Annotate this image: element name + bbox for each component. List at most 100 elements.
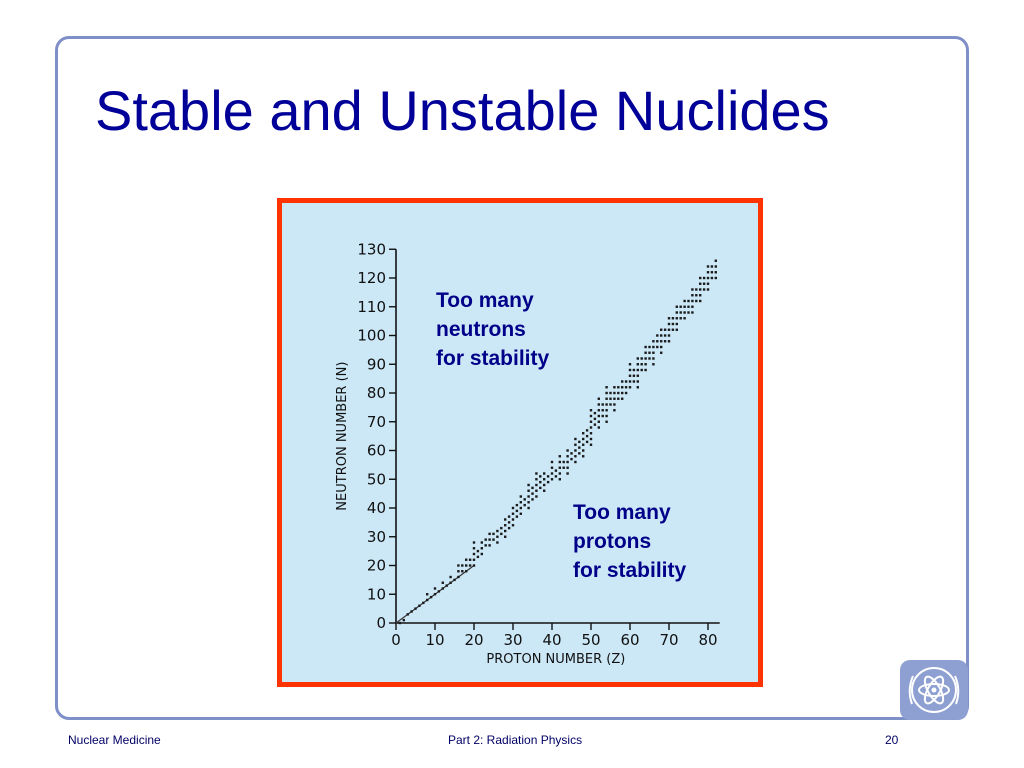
stable-nuclide-point [472, 552, 476, 556]
stable-nuclide-point [624, 391, 628, 395]
stable-nuclide-point [679, 305, 682, 308]
stable-nuclide-point [414, 607, 417, 610]
stable-nuclide-point [597, 426, 600, 429]
stable-nuclide-point [496, 535, 499, 538]
stable-nuclide-point [496, 529, 499, 533]
stable-nuclide-point [675, 322, 678, 326]
stable-nuclide-point [699, 294, 702, 297]
stable-nuclide-point [636, 386, 639, 389]
x-tick-label: 60 [620, 631, 639, 649]
stable-nuclide-point [624, 380, 628, 383]
stable-nuclide-point [480, 541, 483, 544]
stable-nuclide-point [667, 334, 671, 337]
stable-nuclide-point [652, 351, 655, 354]
stable-nuclide-point [554, 475, 558, 478]
stable-nuclide-point [601, 409, 604, 412]
stable-nuclide-point [632, 368, 636, 372]
stable-nuclide-point [699, 276, 702, 280]
y-tick-label: 60 [367, 442, 386, 460]
stable-nuclide-point [605, 420, 608, 423]
stable-nuclide-point [675, 328, 678, 331]
stable-nuclide-point [706, 276, 710, 280]
stable-nuclide-point [671, 328, 675, 331]
stable-nuclide-point [617, 397, 620, 400]
stable-nuclide-point [539, 475, 542, 478]
stable-nuclide-point [441, 581, 444, 584]
footer-page-number: 20 [885, 733, 899, 747]
stable-nuclide-point [558, 472, 561, 475]
stable-nuclide-point [601, 414, 604, 418]
stable-nuclide-point [484, 538, 487, 541]
stable-nuclide-point [702, 288, 706, 291]
stable-nuclide-point [683, 317, 686, 320]
stable-nuclide-point [589, 420, 593, 423]
stable-nuclide-point [511, 512, 515, 515]
stable-nuclide-point [422, 601, 425, 605]
stable-nuclide-point [554, 469, 558, 472]
annotation-too-many-neutrons: Too many neutrons for stability [436, 286, 549, 373]
stable-nuclide-point [574, 455, 577, 458]
stable-nuclide-point [667, 328, 671, 331]
stable-nuclide-point [457, 570, 460, 573]
stable-nuclide-point [710, 271, 714, 274]
stable-nuclide-point [566, 472, 569, 475]
stable-nuclide-point [687, 305, 690, 308]
stable-nuclide-point [468, 558, 472, 561]
stable-nuclide-point [504, 524, 507, 527]
stable-nuclide-point [558, 460, 561, 464]
stable-nuclide-point [585, 440, 589, 444]
stable-nuclide-point [507, 515, 511, 518]
stable-nuclide-point [468, 564, 472, 567]
stable-nuclide-point [562, 466, 565, 469]
stable-nuclide-point [519, 495, 522, 498]
stable-nuclide-point [691, 288, 694, 291]
stable-nuclide-point [714, 259, 717, 262]
x-tick-label: 30 [503, 631, 522, 649]
stable-nuclide-point [628, 368, 632, 372]
stable-nuclide-point [648, 357, 651, 360]
stable-nuclide-point [507, 521, 511, 524]
stable-nuclide-point [558, 466, 561, 469]
footer-course-name: Nuclear Medicine [68, 733, 161, 747]
stable-nuclide-point [426, 593, 429, 596]
stable-nuclide-point [644, 351, 647, 354]
stable-nuclide-point [683, 311, 686, 314]
stable-nuclide-point [472, 547, 476, 550]
stable-nuclide-point [488, 532, 491, 536]
x-tick-label: 50 [581, 631, 600, 649]
stable-nuclide-point [671, 322, 675, 326]
stable-nuclide-point [429, 595, 433, 599]
stable-nuclide-point [624, 386, 628, 389]
stable-nuclide-point [699, 299, 702, 303]
stable-nuclide-point [437, 590, 441, 593]
stable-nuclide-point [492, 538, 495, 541]
stable-nuclide-point [710, 265, 714, 268]
x-tick-label: 0 [391, 631, 401, 649]
stable-nuclide-point [535, 495, 538, 498]
stable-nuclide-point [679, 317, 682, 320]
stable-nuclide-point [445, 584, 448, 587]
stable-nuclide-point [667, 340, 671, 343]
stable-nuclide-point [640, 368, 643, 372]
stable-nuclide-point [480, 547, 483, 550]
stable-nuclide-point [418, 604, 421, 607]
stable-nuclide-point [628, 380, 632, 383]
stable-nuclide-point [472, 541, 476, 544]
stable-nuclide-point [644, 357, 647, 360]
stable-nuclide-point [465, 570, 468, 573]
stable-nuclide-point [597, 409, 600, 412]
x-tick-label: 40 [542, 631, 561, 649]
stable-nuclide-point [406, 613, 409, 616]
stable-nuclide-point [453, 578, 456, 582]
stable-nuclide-point [465, 564, 468, 567]
stable-nuclide-point [683, 305, 686, 308]
stable-nuclide-point [675, 311, 678, 314]
stable-nuclide-point [605, 409, 608, 412]
stable-nuclide-point [511, 506, 515, 510]
stable-nuclide-point [574, 460, 577, 464]
stable-nuclide-point [488, 538, 491, 541]
annotation-too-many-protons: Too many protons for stability [573, 498, 686, 585]
stable-nuclide-point [578, 452, 581, 455]
y-tick-label: 10 [367, 585, 386, 603]
stable-nuclide-point [632, 380, 636, 383]
